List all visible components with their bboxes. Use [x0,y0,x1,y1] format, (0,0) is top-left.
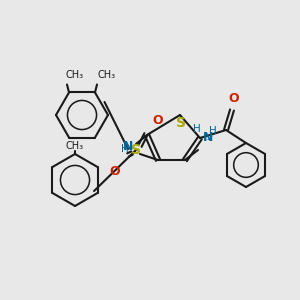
Text: H: H [121,144,129,154]
Text: N: N [123,140,133,154]
Text: S: S [131,143,141,157]
Text: CH₃: CH₃ [66,141,84,151]
Text: O: O [152,114,163,127]
Text: S: S [176,116,186,130]
Text: CH₃: CH₃ [98,70,116,80]
Text: CH₃: CH₃ [65,70,83,80]
Text: O: O [229,92,239,105]
Text: O: O [110,165,120,178]
Text: H: H [209,126,217,136]
Text: N: N [203,131,213,144]
Text: –: – [206,134,211,144]
Text: H: H [193,124,201,134]
